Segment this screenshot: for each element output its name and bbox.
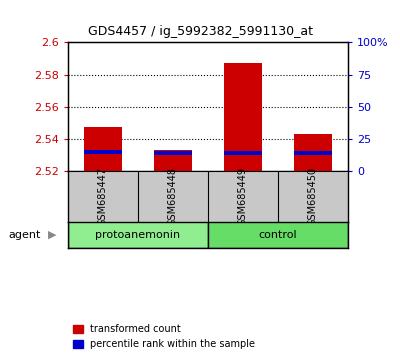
Text: protoanemonin: protoanemonin (96, 230, 180, 240)
Bar (84, 127, 122, 171)
Text: GSM685447: GSM685447 (98, 167, 108, 226)
Text: GDS4457 / ig_5992382_5991130_at: GDS4457 / ig_5992382_5991130_at (88, 25, 312, 38)
Text: agent: agent (8, 230, 40, 240)
Bar (294, 134, 332, 171)
Text: GSM685449: GSM685449 (238, 167, 248, 226)
Legend: transformed count, percentile rank within the sample: transformed count, percentile rank withi… (73, 324, 255, 349)
Text: ▶: ▶ (48, 230, 56, 240)
Bar (68, 222, 208, 248)
Bar (224, 151, 262, 155)
Text: GSM685450: GSM685450 (308, 167, 318, 226)
Bar (154, 151, 192, 155)
Bar (294, 151, 332, 155)
Bar (224, 63, 262, 171)
Text: control: control (259, 230, 297, 240)
Bar (84, 149, 122, 154)
Text: GSM685448: GSM685448 (168, 167, 178, 226)
Bar (154, 150, 192, 171)
Bar (208, 222, 348, 248)
